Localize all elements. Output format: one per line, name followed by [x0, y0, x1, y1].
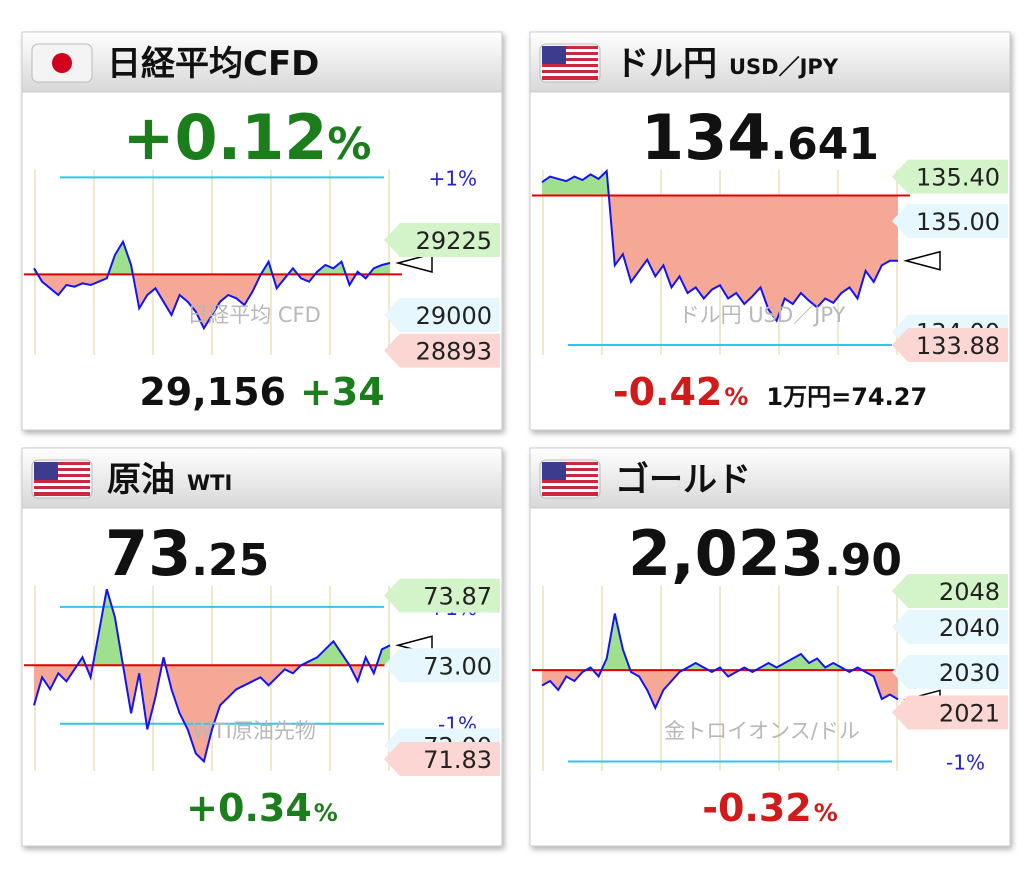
price-line: [33, 588, 391, 764]
low-label: 133.88: [916, 332, 1000, 360]
low-label: 28893: [416, 338, 492, 366]
flag: [31, 459, 93, 499]
headline: +0.12%: [122, 101, 371, 174]
high-label: 29225: [416, 227, 492, 255]
y-tick-tag: [892, 609, 1008, 644]
flag: [539, 43, 601, 83]
panel-title: 日経平均CFD: [107, 44, 319, 84]
headline-main: 134: [641, 101, 770, 174]
area-below: [34, 665, 390, 762]
low-tag: [892, 328, 1008, 363]
headline-minor: .90: [824, 535, 902, 586]
area-below: [542, 670, 898, 708]
panel-title: ドル円: [615, 44, 717, 84]
headline-minor: .25: [191, 535, 269, 586]
panel: ゴールド 2,023.90 -1% 金トロイオンス/ドル 2040 2030 2048 202…: [529, 447, 1011, 847]
panel-header: [529, 31, 1011, 93]
high-label: 135.40: [916, 164, 1000, 192]
area-below: [608, 195, 898, 321]
last-marker: [395, 253, 433, 273]
last-marker: [903, 250, 941, 271]
y-tick-label: 2030: [939, 659, 1000, 687]
price-line: [541, 168, 899, 323]
footer-unit: %: [724, 383, 748, 411]
area-above: [34, 241, 390, 275]
footer-value: 29,156: [139, 370, 286, 414]
y-tick-tag: [892, 654, 1008, 689]
headline: 134.641: [641, 101, 879, 174]
high-tag: [892, 159, 1008, 194]
high-tag: [384, 578, 500, 613]
high-label: 2048: [939, 578, 1000, 606]
panel-subtitle: WTI: [187, 471, 232, 495]
y-tick-tag: [384, 298, 500, 332]
low-tag: [384, 333, 500, 368]
panel-title: ゴールド: [615, 460, 751, 500]
y-tick-label: 135.00: [916, 208, 1000, 236]
y-tick-label: 29000: [416, 302, 492, 330]
panel-header: [21, 31, 503, 93]
watermark: ドル円 USD／JPY: [679, 303, 846, 327]
headline-main: +0.12: [122, 101, 327, 174]
panel-title: 原油: [107, 460, 175, 500]
y-tick-label: 2040: [939, 614, 1000, 642]
flag: [539, 459, 601, 499]
panel-header: [529, 447, 1011, 509]
footer: -0.42% 1万円=74.27: [613, 370, 927, 414]
high-label: 73.87: [423, 583, 492, 611]
low-label: 71.83: [423, 746, 492, 774]
footer: +0.34%: [186, 786, 338, 830]
y-tick-tag: [384, 648, 500, 683]
footer-change: -0.32: [702, 786, 812, 830]
headline-main: 73: [105, 517, 191, 590]
band-label: +1%: [429, 166, 478, 190]
watermark: 日経平均 CFD: [187, 303, 321, 327]
watermark: WTI原油先物: [192, 719, 316, 743]
footer: 29,156 +34: [139, 370, 384, 414]
low-tag: [892, 695, 1008, 730]
footer-unit: %: [814, 799, 838, 827]
y-tick-tag: [892, 203, 1008, 238]
high-tag: [384, 223, 500, 257]
area-below: [37, 274, 369, 329]
headline: 73.25: [105, 517, 269, 590]
watermark: 金トロイオンス/ドル: [664, 719, 860, 743]
band-label: -1%: [946, 751, 985, 775]
footer-change: +34: [300, 370, 385, 414]
low-tag: [384, 741, 500, 776]
high-tag: [892, 573, 1008, 608]
price-line: [541, 613, 899, 711]
footer-change: -0.42: [613, 370, 723, 414]
panel-subtitle: USD／JPY: [729, 55, 839, 79]
headline-minor: %: [327, 119, 371, 170]
footer-unit: %: [314, 799, 338, 827]
footer-change: +0.34: [186, 786, 312, 830]
panel: 日経平均CFD +0.12 % +1% 日経平均 CFD 29000 29225 28893 2…: [21, 31, 503, 431]
price-line: [33, 239, 391, 331]
low-label: 2021: [939, 699, 1000, 727]
footer: -0.32%: [702, 786, 838, 830]
headline: 2,023.90: [628, 517, 902, 590]
footer-note: 1万円=74.27: [766, 383, 927, 411]
headline-main: 2,023: [628, 517, 824, 590]
panel-header: [21, 447, 503, 509]
panel: 原油WTI73.25+1%-1%WTI原油先物73.0072.0073.8771…: [21, 447, 503, 847]
flag: [31, 43, 93, 83]
area-above: [542, 171, 898, 196]
headline-minor: .641: [770, 119, 879, 170]
y-tick-label: 73.00: [423, 652, 492, 680]
